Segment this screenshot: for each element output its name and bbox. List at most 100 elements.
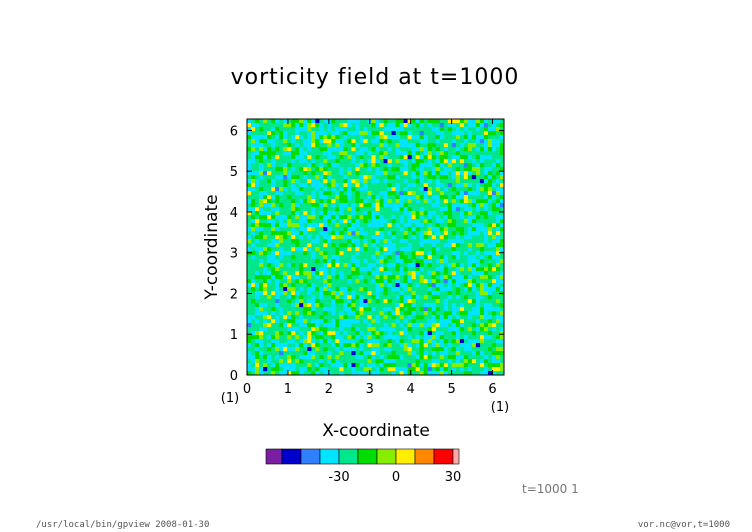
time-annotation: t=1000 1 (522, 482, 579, 496)
colorbar-tick-label: -30 (328, 470, 349, 485)
heatmap-cell (335, 295, 340, 300)
heatmap-cell (251, 147, 256, 152)
heatmap-cell (331, 199, 336, 204)
heatmap-cell (479, 243, 485, 248)
heatmap-cell (335, 287, 340, 292)
heatmap-cell (295, 131, 300, 136)
heatmap-cell (495, 187, 501, 192)
heatmap-cell (415, 171, 420, 176)
heatmap-cell (499, 287, 505, 292)
heatmap-cell (299, 127, 304, 132)
heatmap-cell (275, 147, 280, 152)
heatmap-cell (307, 247, 312, 252)
heatmap-cell (403, 211, 408, 216)
heatmap-cell (443, 235, 448, 240)
heatmap-cell (255, 119, 260, 124)
heatmap-cell (323, 331, 328, 336)
heatmap-cell (315, 167, 320, 172)
heatmap-cell (251, 155, 256, 160)
heatmap-cell (339, 323, 344, 328)
heatmap-cell (371, 159, 376, 164)
heatmap-cell (339, 343, 344, 348)
heatmap-cell (247, 131, 252, 136)
heatmap-cell (311, 139, 316, 144)
heatmap-cell (435, 343, 440, 348)
heatmap-cell (435, 287, 440, 292)
heatmap-cell (495, 339, 501, 344)
heatmap-cell (251, 331, 256, 336)
heatmap-cell (303, 211, 308, 216)
y-tick-label: 0 (230, 369, 238, 384)
heatmap-cell (279, 187, 284, 192)
heatmap-cell (423, 211, 428, 216)
heatmap-cell (291, 319, 296, 324)
heatmap-cell (291, 211, 296, 216)
heatmap-cell (327, 175, 332, 180)
heatmap-cell (267, 335, 272, 340)
heatmap-cell (419, 351, 424, 356)
heatmap-cell (411, 291, 416, 296)
heatmap-cell (359, 351, 364, 356)
heatmap-cell (455, 351, 460, 356)
heatmap-cell (459, 195, 464, 200)
heatmap-cell (279, 263, 284, 268)
heatmap-cell (275, 231, 280, 236)
heatmap-cell (427, 227, 432, 232)
heatmap-cell (451, 307, 456, 312)
heatmap-cell (259, 143, 264, 148)
heatmap-cell (363, 299, 368, 304)
heatmap-cell (423, 163, 428, 168)
heatmap-cell (395, 199, 400, 204)
heatmap-cell (379, 191, 384, 196)
heatmap-cell (279, 359, 284, 364)
heatmap-cell (315, 183, 320, 188)
heatmap-cell (411, 295, 416, 300)
heatmap-cell (267, 211, 272, 216)
heatmap-cell (371, 123, 376, 128)
heatmap-cell (375, 371, 380, 376)
heatmap-cell (355, 267, 360, 272)
heatmap-cell (251, 203, 256, 208)
heatmap-cell (451, 275, 456, 280)
heatmap-cell (411, 303, 416, 308)
heatmap-cell (463, 335, 469, 340)
heatmap-cell (311, 311, 316, 316)
heatmap-cell (475, 319, 481, 324)
heatmap-cell (247, 163, 252, 168)
heatmap-cell (327, 283, 332, 288)
heatmap-cell (371, 235, 376, 240)
heatmap-cell (259, 223, 264, 228)
heatmap-cell (419, 323, 424, 328)
heatmap-cell (375, 231, 380, 236)
heatmap-cell (495, 319, 501, 324)
heatmap-cell (491, 183, 497, 188)
heatmap-cell (343, 363, 348, 368)
heatmap-cell (343, 151, 348, 156)
heatmap-cell (327, 359, 332, 364)
heatmap-cell (351, 343, 356, 348)
heatmap-cell (371, 263, 376, 268)
heatmap-cell (403, 367, 408, 372)
heatmap-cell (467, 315, 473, 320)
heatmap-cell (359, 159, 364, 164)
heatmap-cell (339, 147, 344, 152)
heatmap-cell (423, 331, 428, 336)
heatmap-cell (435, 295, 440, 300)
heatmap-cell (483, 235, 489, 240)
heatmap-cell (347, 119, 352, 124)
heatmap-cell (339, 327, 344, 332)
heatmap-cell (431, 311, 436, 316)
heatmap-cell (419, 263, 424, 268)
heatmap-cell (343, 195, 348, 200)
heatmap-cell (495, 227, 501, 232)
heatmap-cell (267, 195, 272, 200)
colorbar-swatch (338, 448, 359, 465)
heatmap-cell (339, 363, 344, 368)
heatmap-cell (299, 263, 304, 268)
heatmap-cell (363, 371, 368, 376)
heatmap-cell (383, 171, 388, 176)
heatmap-cell (379, 255, 384, 260)
heatmap-cell (495, 359, 501, 364)
heatmap-cell (259, 339, 264, 344)
heatmap-cell (439, 175, 444, 180)
